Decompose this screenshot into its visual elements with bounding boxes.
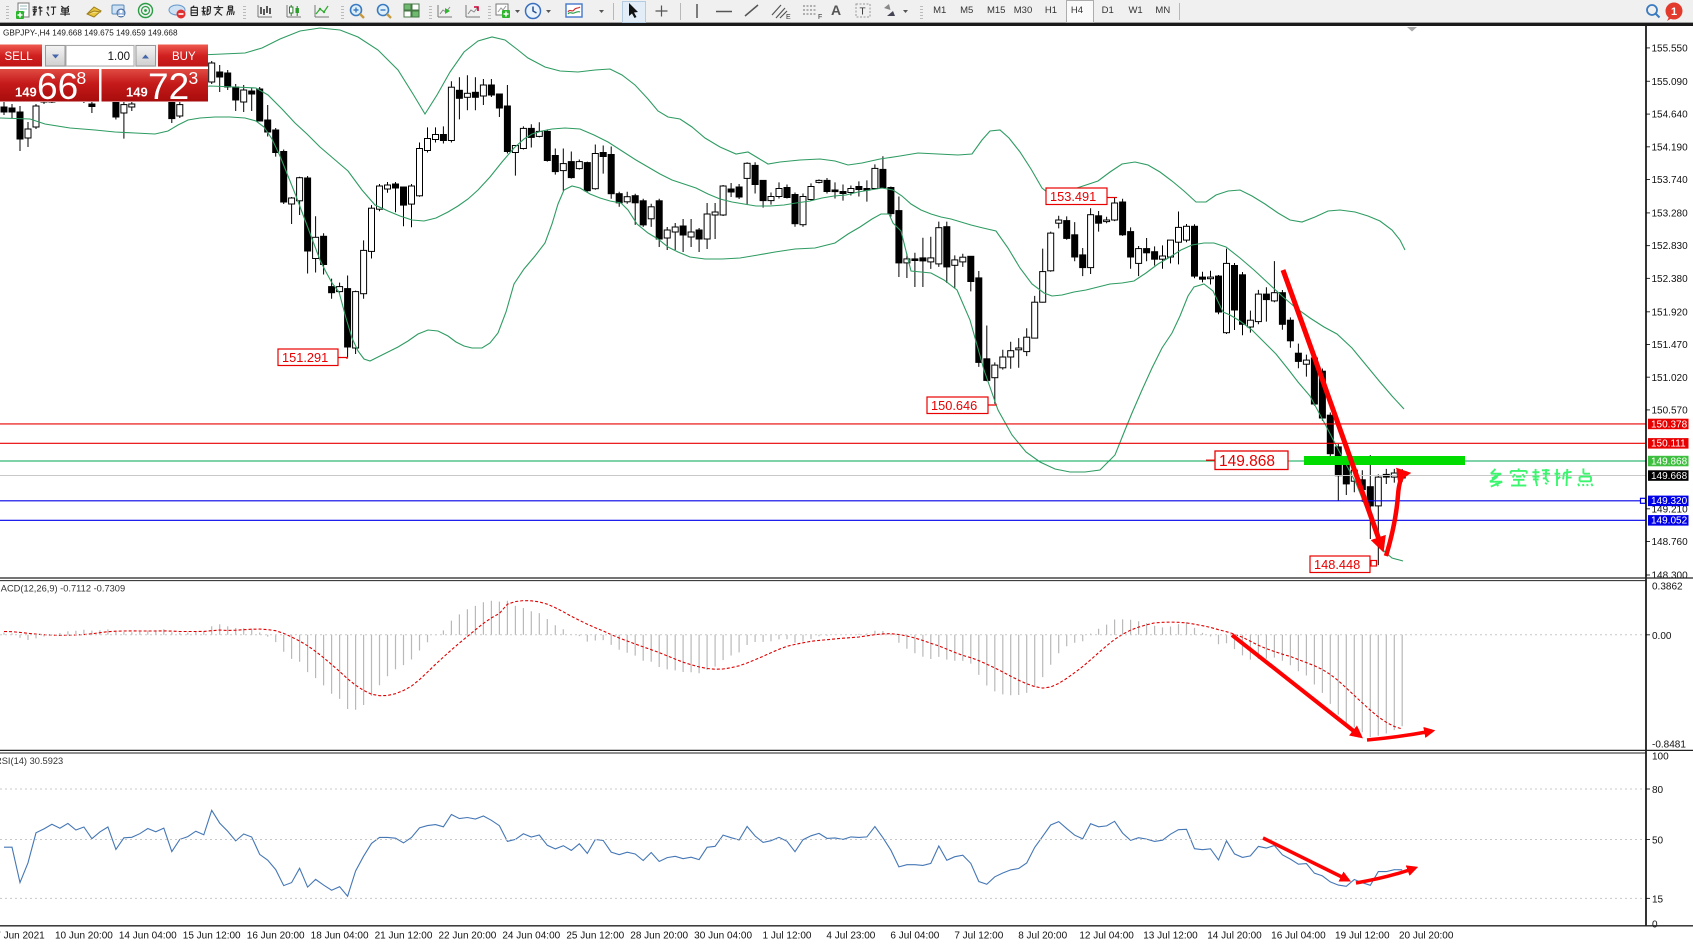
svg-text:3: 3: [189, 68, 199, 88]
svg-text:-0.8481: -0.8481: [1652, 739, 1686, 750]
svg-text:153.740: 153.740: [1652, 175, 1689, 186]
svg-text:6 Jul 04:00: 6 Jul 04:00: [890, 931, 939, 942]
svg-text:66: 66: [37, 66, 78, 107]
svg-text:149.320: 149.320: [1651, 496, 1688, 507]
svg-text:20 Jul 20:00: 20 Jul 20:00: [1399, 931, 1454, 942]
svg-text:151.020: 151.020: [1652, 373, 1689, 384]
svg-text:19 Jul 12:00: 19 Jul 12:00: [1335, 931, 1390, 942]
svg-text:E: E: [786, 14, 791, 21]
svg-text:154.190: 154.190: [1652, 142, 1689, 153]
svg-text:24 Jun 04:00: 24 Jun 04:00: [502, 931, 560, 942]
svg-text:22 Jun 20:00: 22 Jun 20:00: [438, 931, 496, 942]
svg-text:148.300: 148.300: [1652, 571, 1689, 582]
svg-text:28 Jun 20:00: 28 Jun 20:00: [630, 931, 688, 942]
svg-text:14 Jun 04:00: 14 Jun 04:00: [119, 931, 177, 942]
svg-text:154.640: 154.640: [1652, 110, 1689, 121]
svg-text:25 Jun 12:00: 25 Jun 12:00: [566, 931, 624, 942]
svg-text:150.378: 150.378: [1651, 419, 1688, 430]
svg-text:151.291: 151.291: [282, 350, 328, 365]
svg-text:0.3862: 0.3862: [1652, 581, 1683, 592]
svg-text:10 Jun 20:00: 10 Jun 20:00: [55, 931, 113, 942]
svg-text:8 Jul 20:00: 8 Jul 20:00: [1018, 931, 1067, 942]
svg-text:152.830: 152.830: [1652, 241, 1689, 252]
svg-text:1 Jul 12:00: 1 Jul 12:00: [763, 931, 812, 942]
svg-text:50: 50: [1652, 836, 1664, 847]
svg-text:150.570: 150.570: [1652, 406, 1689, 417]
svg-text:149.668: 149.668: [1651, 471, 1688, 482]
svg-text:MACD(12,26,9) -0.7112 -0.7309: MACD(12,26,9) -0.7112 -0.7309: [0, 584, 125, 594]
svg-text:152.380: 152.380: [1652, 274, 1689, 285]
svg-text:12 Jul 04:00: 12 Jul 04:00: [1079, 931, 1134, 942]
svg-text:150.646: 150.646: [931, 398, 977, 413]
svg-text:16 Jul 04:00: 16 Jul 04:00: [1271, 931, 1326, 942]
svg-text:18 Jun 04:00: 18 Jun 04:00: [311, 931, 369, 942]
svg-text:T: T: [860, 7, 866, 18]
svg-text:1.00: 1.00: [108, 51, 130, 63]
svg-text:151.920: 151.920: [1652, 307, 1689, 318]
svg-text:8: 8: [77, 68, 87, 88]
svg-text:148.448: 148.448: [1314, 557, 1360, 572]
svg-text:15 Jun 12:00: 15 Jun 12:00: [183, 931, 241, 942]
svg-text:F: F: [818, 14, 822, 21]
svg-text:148.760: 148.760: [1652, 537, 1689, 548]
svg-text:4 Jul 23:00: 4 Jul 23:00: [826, 931, 875, 942]
svg-text:153.280: 153.280: [1652, 209, 1689, 220]
svg-text:1: 1: [1671, 6, 1677, 18]
svg-text:13 Jul 12:00: 13 Jul 12:00: [1143, 931, 1198, 942]
svg-text:149.052: 149.052: [1651, 516, 1688, 527]
svg-text:14 Jul 20:00: 14 Jul 20:00: [1207, 931, 1262, 942]
svg-text:149.868: 149.868: [1651, 456, 1688, 467]
svg-text:7 Jun 2021: 7 Jun 2021: [0, 931, 45, 942]
svg-text:15: 15: [1652, 894, 1664, 905]
svg-text:RSI(14) 30.5923: RSI(14) 30.5923: [0, 756, 63, 766]
svg-text:149: 149: [126, 85, 148, 100]
svg-text:155.550: 155.550: [1652, 44, 1689, 55]
svg-text:0.00: 0.00: [1652, 631, 1672, 642]
svg-text:150.111: 150.111: [1651, 439, 1686, 450]
svg-text:30 Jun 04:00: 30 Jun 04:00: [694, 931, 752, 942]
svg-text:149.868: 149.868: [1219, 453, 1275, 470]
svg-text:BUY: BUY: [172, 51, 196, 63]
svg-text:7 Jul 12:00: 7 Jul 12:00: [954, 931, 1003, 942]
svg-text:16 Jun 20:00: 16 Jun 20:00: [247, 931, 305, 942]
svg-text:21 Jun 12:00: 21 Jun 12:00: [375, 931, 433, 942]
svg-text:149.210: 149.210: [1652, 504, 1689, 515]
svg-text:149: 149: [15, 85, 37, 100]
svg-text:SELL: SELL: [5, 51, 34, 63]
svg-text:153.491: 153.491: [1050, 189, 1096, 204]
svg-text:151.470: 151.470: [1652, 340, 1689, 351]
svg-text:80: 80: [1652, 785, 1664, 796]
svg-text:100: 100: [1652, 751, 1669, 762]
svg-text:155.090: 155.090: [1652, 77, 1689, 88]
svg-text:72: 72: [148, 66, 189, 107]
svg-text:GBPJPY-,H4 149.668 149.675 14: GBPJPY-,H4 149.668 149.675 149.659 149.6…: [3, 29, 178, 38]
